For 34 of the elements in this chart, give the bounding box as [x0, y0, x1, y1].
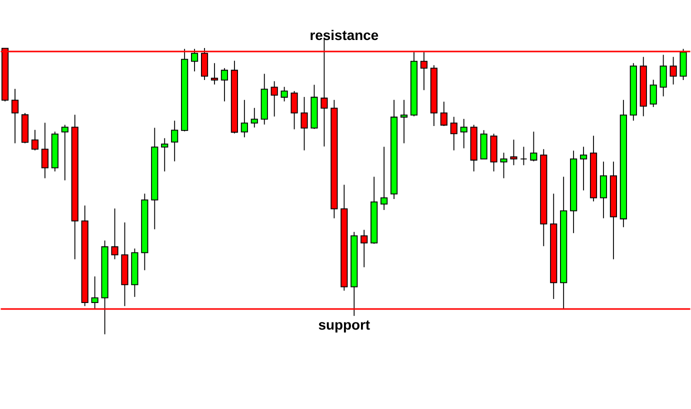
candlestick: [111, 208, 118, 260]
candlestick: [440, 101, 448, 126]
candlestick: [31, 129, 39, 151]
ref-line-label: resistance: [310, 30, 378, 40]
candlestick: [460, 118, 468, 149]
candlestick: [191, 48, 198, 72]
candlestick: [280, 86, 288, 102]
candlestick: [650, 79, 657, 108]
candlestick: [210, 62, 218, 85]
candlestick: [161, 138, 168, 172]
candlestick: [91, 276, 98, 309]
candlestick: [171, 120, 178, 162]
candlestick: [240, 99, 248, 138]
candlestick: [250, 107, 258, 128]
candlestick: [450, 116, 458, 151]
candlestick: [600, 161, 608, 219]
candlestick: [41, 122, 48, 179]
candlestick: [520, 146, 528, 166]
candlestick: [290, 90, 298, 130]
candlestick: [220, 68, 228, 102]
candlestick: [380, 146, 388, 210]
candlestick: [500, 152, 508, 179]
candlestick: [300, 96, 308, 151]
candlestick: [400, 99, 408, 144]
candlestick: [530, 131, 538, 162]
candlestick: [670, 56, 677, 85]
candlestick: [360, 229, 368, 268]
candlestick: [580, 146, 588, 191]
candlestick: [270, 80, 278, 117]
candlestick: [11, 88, 19, 144]
candlestick: [510, 139, 518, 166]
ref-line-label: support: [318, 320, 370, 332]
candlestick: [660, 54, 667, 97]
candlestick: [61, 124, 68, 181]
